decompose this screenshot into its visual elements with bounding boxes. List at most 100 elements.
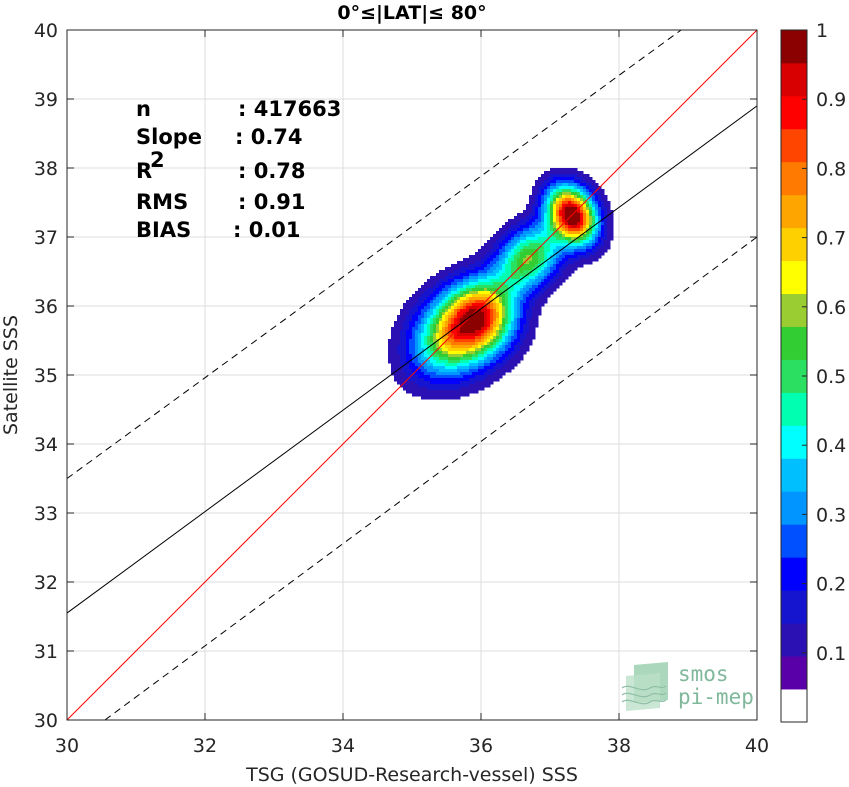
density-cell xyxy=(481,387,485,391)
density-cell xyxy=(526,264,530,268)
density-cell xyxy=(472,387,476,391)
density-cell xyxy=(532,210,536,214)
stat-value: : 0.74 xyxy=(235,125,303,149)
density-cell xyxy=(406,324,410,328)
density-cell xyxy=(589,255,593,259)
density-cell xyxy=(436,315,440,319)
density-cell xyxy=(514,327,518,331)
density-cell xyxy=(514,276,518,280)
density-cell xyxy=(529,210,533,214)
density-cell xyxy=(475,330,479,334)
density-cell xyxy=(436,372,440,376)
density-cell xyxy=(586,258,590,262)
density-cell xyxy=(406,333,410,337)
density-cell xyxy=(472,276,476,280)
density-cell xyxy=(529,342,533,346)
density-cell xyxy=(565,246,569,250)
density-cell xyxy=(409,309,413,313)
density-cell xyxy=(406,318,410,322)
density-cell xyxy=(496,294,500,298)
density-cell xyxy=(394,354,398,358)
density-cell xyxy=(532,234,536,238)
density-cell xyxy=(586,213,590,217)
density-cell xyxy=(538,180,542,184)
density-cell xyxy=(568,264,572,268)
density-cell xyxy=(499,258,503,262)
density-cell xyxy=(532,216,536,220)
density-cell xyxy=(421,315,425,319)
density-cell xyxy=(469,360,473,364)
density-cell xyxy=(445,387,449,391)
density-cell xyxy=(496,240,500,244)
density-cell xyxy=(553,255,557,259)
density-cell xyxy=(442,339,446,343)
density-cell xyxy=(562,270,566,274)
density-cell xyxy=(502,300,506,304)
density-cell xyxy=(559,276,563,280)
density-cell xyxy=(583,195,587,199)
density-cell xyxy=(415,294,419,298)
density-cell xyxy=(493,252,497,256)
density-cell xyxy=(406,369,410,373)
density-cell xyxy=(559,213,563,217)
density-cell xyxy=(424,294,428,298)
density-cell xyxy=(499,240,503,244)
density-cell xyxy=(451,378,455,382)
density-cell xyxy=(604,243,608,247)
density-cell xyxy=(592,225,596,229)
density-cell xyxy=(493,264,497,268)
density-cell xyxy=(484,309,488,313)
density-cell xyxy=(568,198,572,202)
density-cell xyxy=(580,237,584,241)
density-cell xyxy=(523,318,527,322)
density-cell xyxy=(532,282,536,286)
density-cell xyxy=(439,381,443,385)
density-cell xyxy=(511,336,515,340)
density-cell xyxy=(580,210,584,214)
density-cell xyxy=(490,372,494,376)
density-cell xyxy=(451,270,455,274)
density-cell xyxy=(538,294,542,298)
density-cell xyxy=(463,351,467,355)
density-cell xyxy=(460,282,464,286)
density-cell xyxy=(580,177,584,181)
density-cell xyxy=(427,384,431,388)
density-cell xyxy=(475,267,479,271)
density-cell xyxy=(529,315,533,319)
density-cell xyxy=(412,324,416,328)
density-cell xyxy=(400,312,404,316)
density-cell xyxy=(430,390,434,394)
density-cell xyxy=(571,174,575,178)
density-cell xyxy=(418,312,422,316)
density-cell xyxy=(493,306,497,310)
density-cell xyxy=(532,309,536,313)
density-cell xyxy=(436,288,440,292)
density-cell xyxy=(490,318,494,322)
density-cell xyxy=(514,354,518,358)
density-cell xyxy=(526,249,530,253)
density-cell xyxy=(517,213,521,217)
density-cell xyxy=(484,264,488,268)
density-cell xyxy=(529,246,533,250)
density-cell xyxy=(433,393,437,397)
density-cell xyxy=(574,168,578,172)
density-cell xyxy=(532,249,536,253)
density-cell xyxy=(406,309,410,313)
density-cell xyxy=(523,222,527,226)
density-cell xyxy=(427,381,431,385)
density-cell xyxy=(514,261,518,265)
density-cell xyxy=(541,180,545,184)
density-cell xyxy=(490,267,494,271)
density-cell xyxy=(556,267,560,271)
density-cell xyxy=(463,363,467,367)
density-cell xyxy=(553,168,557,172)
density-cell xyxy=(445,393,449,397)
density-cell xyxy=(493,240,497,244)
density-cell xyxy=(538,192,542,196)
density-cell xyxy=(469,300,473,304)
density-cell xyxy=(457,342,461,346)
density-cell xyxy=(529,324,533,328)
density-cell xyxy=(436,309,440,313)
density-cell xyxy=(541,303,545,307)
density-cell xyxy=(409,366,413,370)
